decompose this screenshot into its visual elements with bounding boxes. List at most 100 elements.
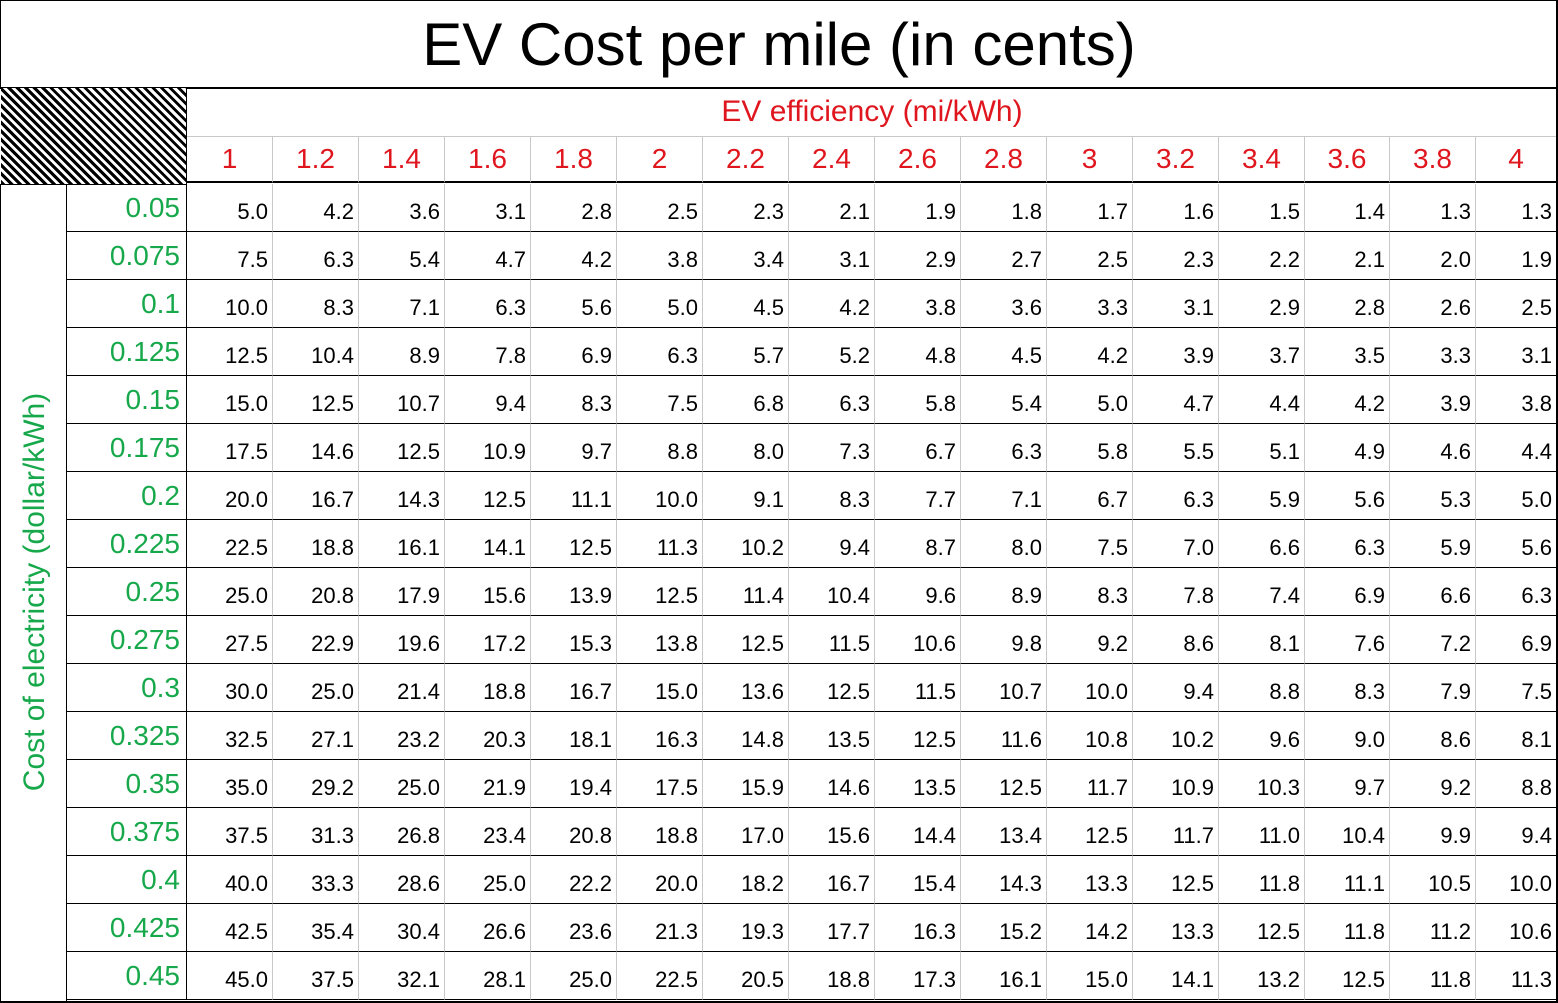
- table-cell: 2.9: [875, 232, 961, 280]
- table-cell: 22.5: [187, 520, 273, 568]
- table-cell: 5.6: [1476, 520, 1557, 568]
- table-cell: 17.5: [187, 424, 273, 472]
- table-cell: 17.3: [875, 952, 961, 1000]
- table-cell: 12.5: [531, 520, 617, 568]
- table-cell: 11.7: [1047, 760, 1133, 808]
- table-cell: 27.5: [187, 616, 273, 664]
- table-cell: 42.5: [187, 904, 273, 952]
- column-header: 3.4: [1219, 137, 1305, 183]
- table-cell: 3.8: [617, 232, 703, 280]
- column-header: 2.2: [703, 137, 789, 183]
- table-cell: 13.3: [1133, 904, 1219, 952]
- table-cell: 8.0: [703, 424, 789, 472]
- table-cell: 3.5: [1305, 328, 1390, 376]
- table-cell: 17.2: [445, 616, 531, 664]
- column-header: 2.4: [789, 137, 875, 183]
- table-cell: 3.1: [789, 232, 875, 280]
- table-cell: 1.5: [1219, 184, 1305, 232]
- table-cell: 25.0: [445, 856, 531, 904]
- table-cell: 8.7: [875, 520, 961, 568]
- table-cell: 21.3: [617, 904, 703, 952]
- table-cell: 2.5: [617, 184, 703, 232]
- table-cell: 15.0: [187, 376, 273, 424]
- table-cell: 14.8: [703, 712, 789, 760]
- table-cell: 8.8: [617, 424, 703, 472]
- hatched-corner-cell: [1, 88, 187, 185]
- table-cell: 10.2: [703, 520, 789, 568]
- column-header: 2: [617, 137, 703, 183]
- table-cell: 13.3: [1047, 856, 1133, 904]
- table-cell: 10.7: [359, 376, 445, 424]
- table-cell: 22.9: [273, 616, 359, 664]
- table-cell: 8.6: [1133, 616, 1219, 664]
- table-cell: 8.8: [1219, 664, 1305, 712]
- table-cell: 2.3: [703, 184, 789, 232]
- table-cell: 29.2: [273, 760, 359, 808]
- table-cell: 1.7: [1047, 184, 1133, 232]
- table-cell: 32.1: [359, 952, 445, 1000]
- table-cell: 6.3: [1305, 520, 1390, 568]
- table-cell: 6.3: [1476, 568, 1557, 616]
- row-header: 0.125: [67, 328, 187, 376]
- row-header: 0.35: [67, 760, 187, 808]
- table-cell: 20.0: [617, 856, 703, 904]
- table-cell: 20.3: [445, 712, 531, 760]
- table-cell: 11.5: [875, 664, 961, 712]
- row-header: 0.3: [67, 664, 187, 712]
- table-cell: 5.1: [1219, 424, 1305, 472]
- table-cell: 8.9: [961, 568, 1047, 616]
- row-header: 0.225: [67, 520, 187, 568]
- table-cell: 35.0: [187, 760, 273, 808]
- table-cell: 4.2: [1305, 376, 1390, 424]
- table-cell: 8.3: [531, 376, 617, 424]
- row-header: 0.425: [67, 904, 187, 952]
- column-header: 2.6: [875, 137, 961, 183]
- table-cell: 6.3: [273, 232, 359, 280]
- table-cell: 1.3: [1390, 184, 1476, 232]
- table-cell: 5.6: [1305, 472, 1390, 520]
- table-cell: 9.6: [875, 568, 961, 616]
- table-cell: 16.1: [961, 952, 1047, 1000]
- row-header: 0.325: [67, 712, 187, 760]
- table-cell: 11.8: [1219, 856, 1305, 904]
- table-cell: 6.8: [703, 376, 789, 424]
- table-cell: 45.0: [187, 952, 273, 1000]
- table-cell: 6.3: [789, 376, 875, 424]
- row-header: 0.2: [67, 472, 187, 520]
- table-cell: 3.8: [1476, 376, 1557, 424]
- table-cell: 18.8: [617, 808, 703, 856]
- table-cell: 25.0: [187, 568, 273, 616]
- table-cell: 17.9: [359, 568, 445, 616]
- table-cell: 11.3: [617, 520, 703, 568]
- table-cell: 9.8: [961, 616, 1047, 664]
- table-cell: 8.8: [1476, 760, 1557, 808]
- table-border-bottom: [0, 1001, 1558, 1003]
- table-cell: 10.7: [961, 664, 1047, 712]
- table-cell: 9.2: [1390, 760, 1476, 808]
- table-cell: 12.5: [187, 328, 273, 376]
- table-cell: 15.0: [617, 664, 703, 712]
- table-cell: 10.6: [1476, 904, 1557, 952]
- table-cell: 5.0: [1047, 376, 1133, 424]
- table-cell: 8.3: [273, 280, 359, 328]
- table-cell: 14.1: [1133, 952, 1219, 1000]
- table-cell: 3.1: [1133, 280, 1219, 328]
- table-cell: 10.9: [445, 424, 531, 472]
- table-cell: 10.8: [1047, 712, 1133, 760]
- column-header: 3.2: [1133, 137, 1219, 183]
- table-cell: 10.4: [273, 328, 359, 376]
- table-cell: 6.3: [445, 280, 531, 328]
- table-cell: 6.9: [1305, 568, 1390, 616]
- table-cell: 20.5: [703, 952, 789, 1000]
- table-cell: 8.0: [961, 520, 1047, 568]
- table-cell: 1.9: [1476, 232, 1557, 280]
- table-cell: 6.3: [617, 328, 703, 376]
- table-cell: 4.4: [1476, 424, 1557, 472]
- table-cell: 27.1: [273, 712, 359, 760]
- table-cell: 12.5: [789, 664, 875, 712]
- row-header: 0.25: [67, 568, 187, 616]
- table-cell: 9.4: [1476, 808, 1557, 856]
- table-cell: 5.5: [1133, 424, 1219, 472]
- table-cell: 9.9: [1390, 808, 1476, 856]
